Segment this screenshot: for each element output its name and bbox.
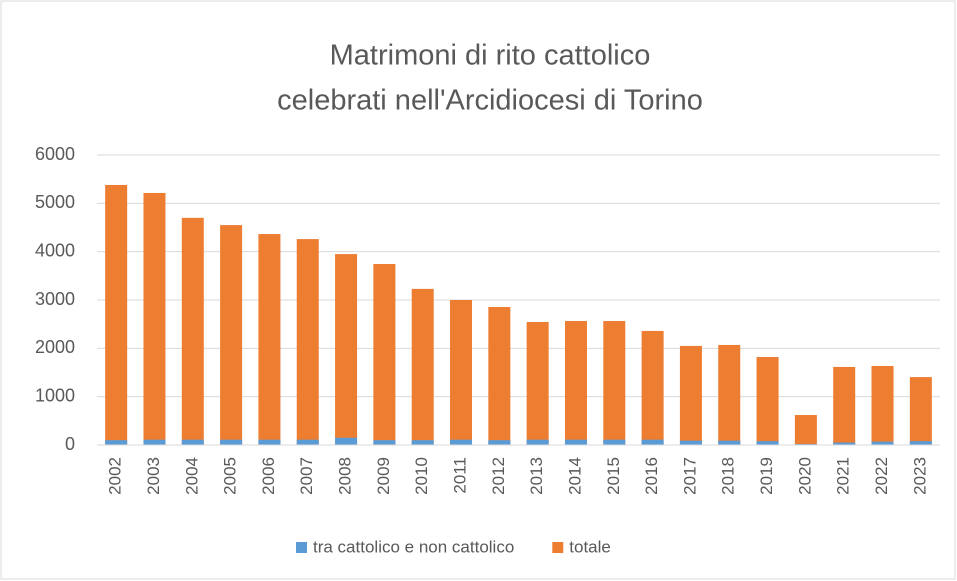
bar: [526, 321, 549, 445]
bar: [679, 440, 702, 445]
x-tick-label: 2003: [144, 457, 163, 495]
bar: [181, 217, 204, 445]
bar: [794, 415, 817, 445]
bar: [220, 225, 243, 445]
bar: [603, 321, 626, 445]
y-tick-label: 4000: [35, 240, 75, 260]
x-tick-label: 2004: [182, 457, 201, 495]
bar: [871, 365, 894, 445]
x-tick-label: 2010: [412, 457, 431, 495]
x-tick-label: 2012: [489, 457, 508, 495]
bar: [411, 440, 434, 445]
x-tick-label: 2022: [872, 457, 891, 495]
x-tick-label: 2023: [910, 457, 929, 495]
bar: [641, 439, 664, 445]
bar: [450, 300, 473, 445]
x-tick-label: 2013: [527, 457, 546, 495]
bar: [258, 234, 281, 445]
y-tick-label: 5000: [35, 192, 75, 212]
chart-title: Matrimoni di rito cattolico: [330, 40, 651, 72]
legend-label: totale: [569, 537, 611, 556]
x-tick-label: 2002: [106, 457, 125, 495]
bar: [181, 439, 204, 445]
bar: [871, 441, 894, 445]
bar: [718, 344, 741, 445]
bar: [411, 288, 434, 445]
x-tick-label: 2009: [374, 457, 393, 495]
bar: [258, 439, 281, 445]
bar: [143, 439, 166, 445]
x-tick-label: 2021: [834, 457, 853, 495]
x-tick-label: 2018: [719, 457, 738, 495]
y-tick-label: 3000: [35, 289, 75, 309]
bar: [909, 441, 932, 445]
bar: [833, 442, 856, 445]
bar: [564, 439, 587, 445]
bar: [603, 439, 626, 445]
bar: [833, 366, 856, 445]
bar: [373, 263, 396, 445]
legend-swatch: [296, 542, 307, 553]
y-tick-label: 1000: [35, 385, 75, 405]
x-tick-label: 2006: [259, 457, 278, 495]
bar: [373, 440, 396, 445]
bar: [679, 345, 702, 445]
bar: [909, 377, 932, 445]
bar: [335, 254, 358, 445]
bar: [105, 440, 128, 445]
x-tick-label: 2015: [604, 457, 623, 495]
legend-label: tra cattolico e non cattolico: [313, 537, 514, 556]
x-tick-label: 2014: [565, 457, 584, 495]
bar: [220, 439, 243, 445]
bar: [756, 357, 779, 445]
y-tick-label: 0: [65, 434, 75, 454]
bar: [105, 184, 128, 445]
x-tick-label: 2011: [451, 457, 470, 494]
x-tick-label: 2016: [642, 457, 661, 495]
x-tick-label: 2008: [336, 457, 355, 495]
x-tick-label: 2019: [757, 457, 776, 495]
bar: [450, 439, 473, 445]
bar: [143, 192, 166, 445]
bar: [756, 441, 779, 445]
bar: [335, 437, 358, 445]
x-tick-label: 2017: [680, 457, 699, 495]
y-tick-label: 2000: [35, 337, 75, 357]
bar: [564, 321, 587, 445]
x-tick-label: 2005: [221, 457, 240, 495]
y-tick-label: 6000: [35, 144, 75, 164]
bar: [526, 439, 549, 445]
bar: [296, 439, 319, 445]
x-tick-label: 2020: [795, 457, 814, 495]
bar: [718, 440, 741, 445]
bar: [296, 239, 319, 445]
x-tick-label: 2007: [297, 457, 316, 495]
legend-swatch: [552, 542, 564, 553]
bar: [488, 307, 511, 445]
bar: [488, 440, 511, 445]
chart-title: celebrati nell'Arcidiocesi di Torino: [277, 85, 703, 117]
bar: [641, 330, 664, 445]
